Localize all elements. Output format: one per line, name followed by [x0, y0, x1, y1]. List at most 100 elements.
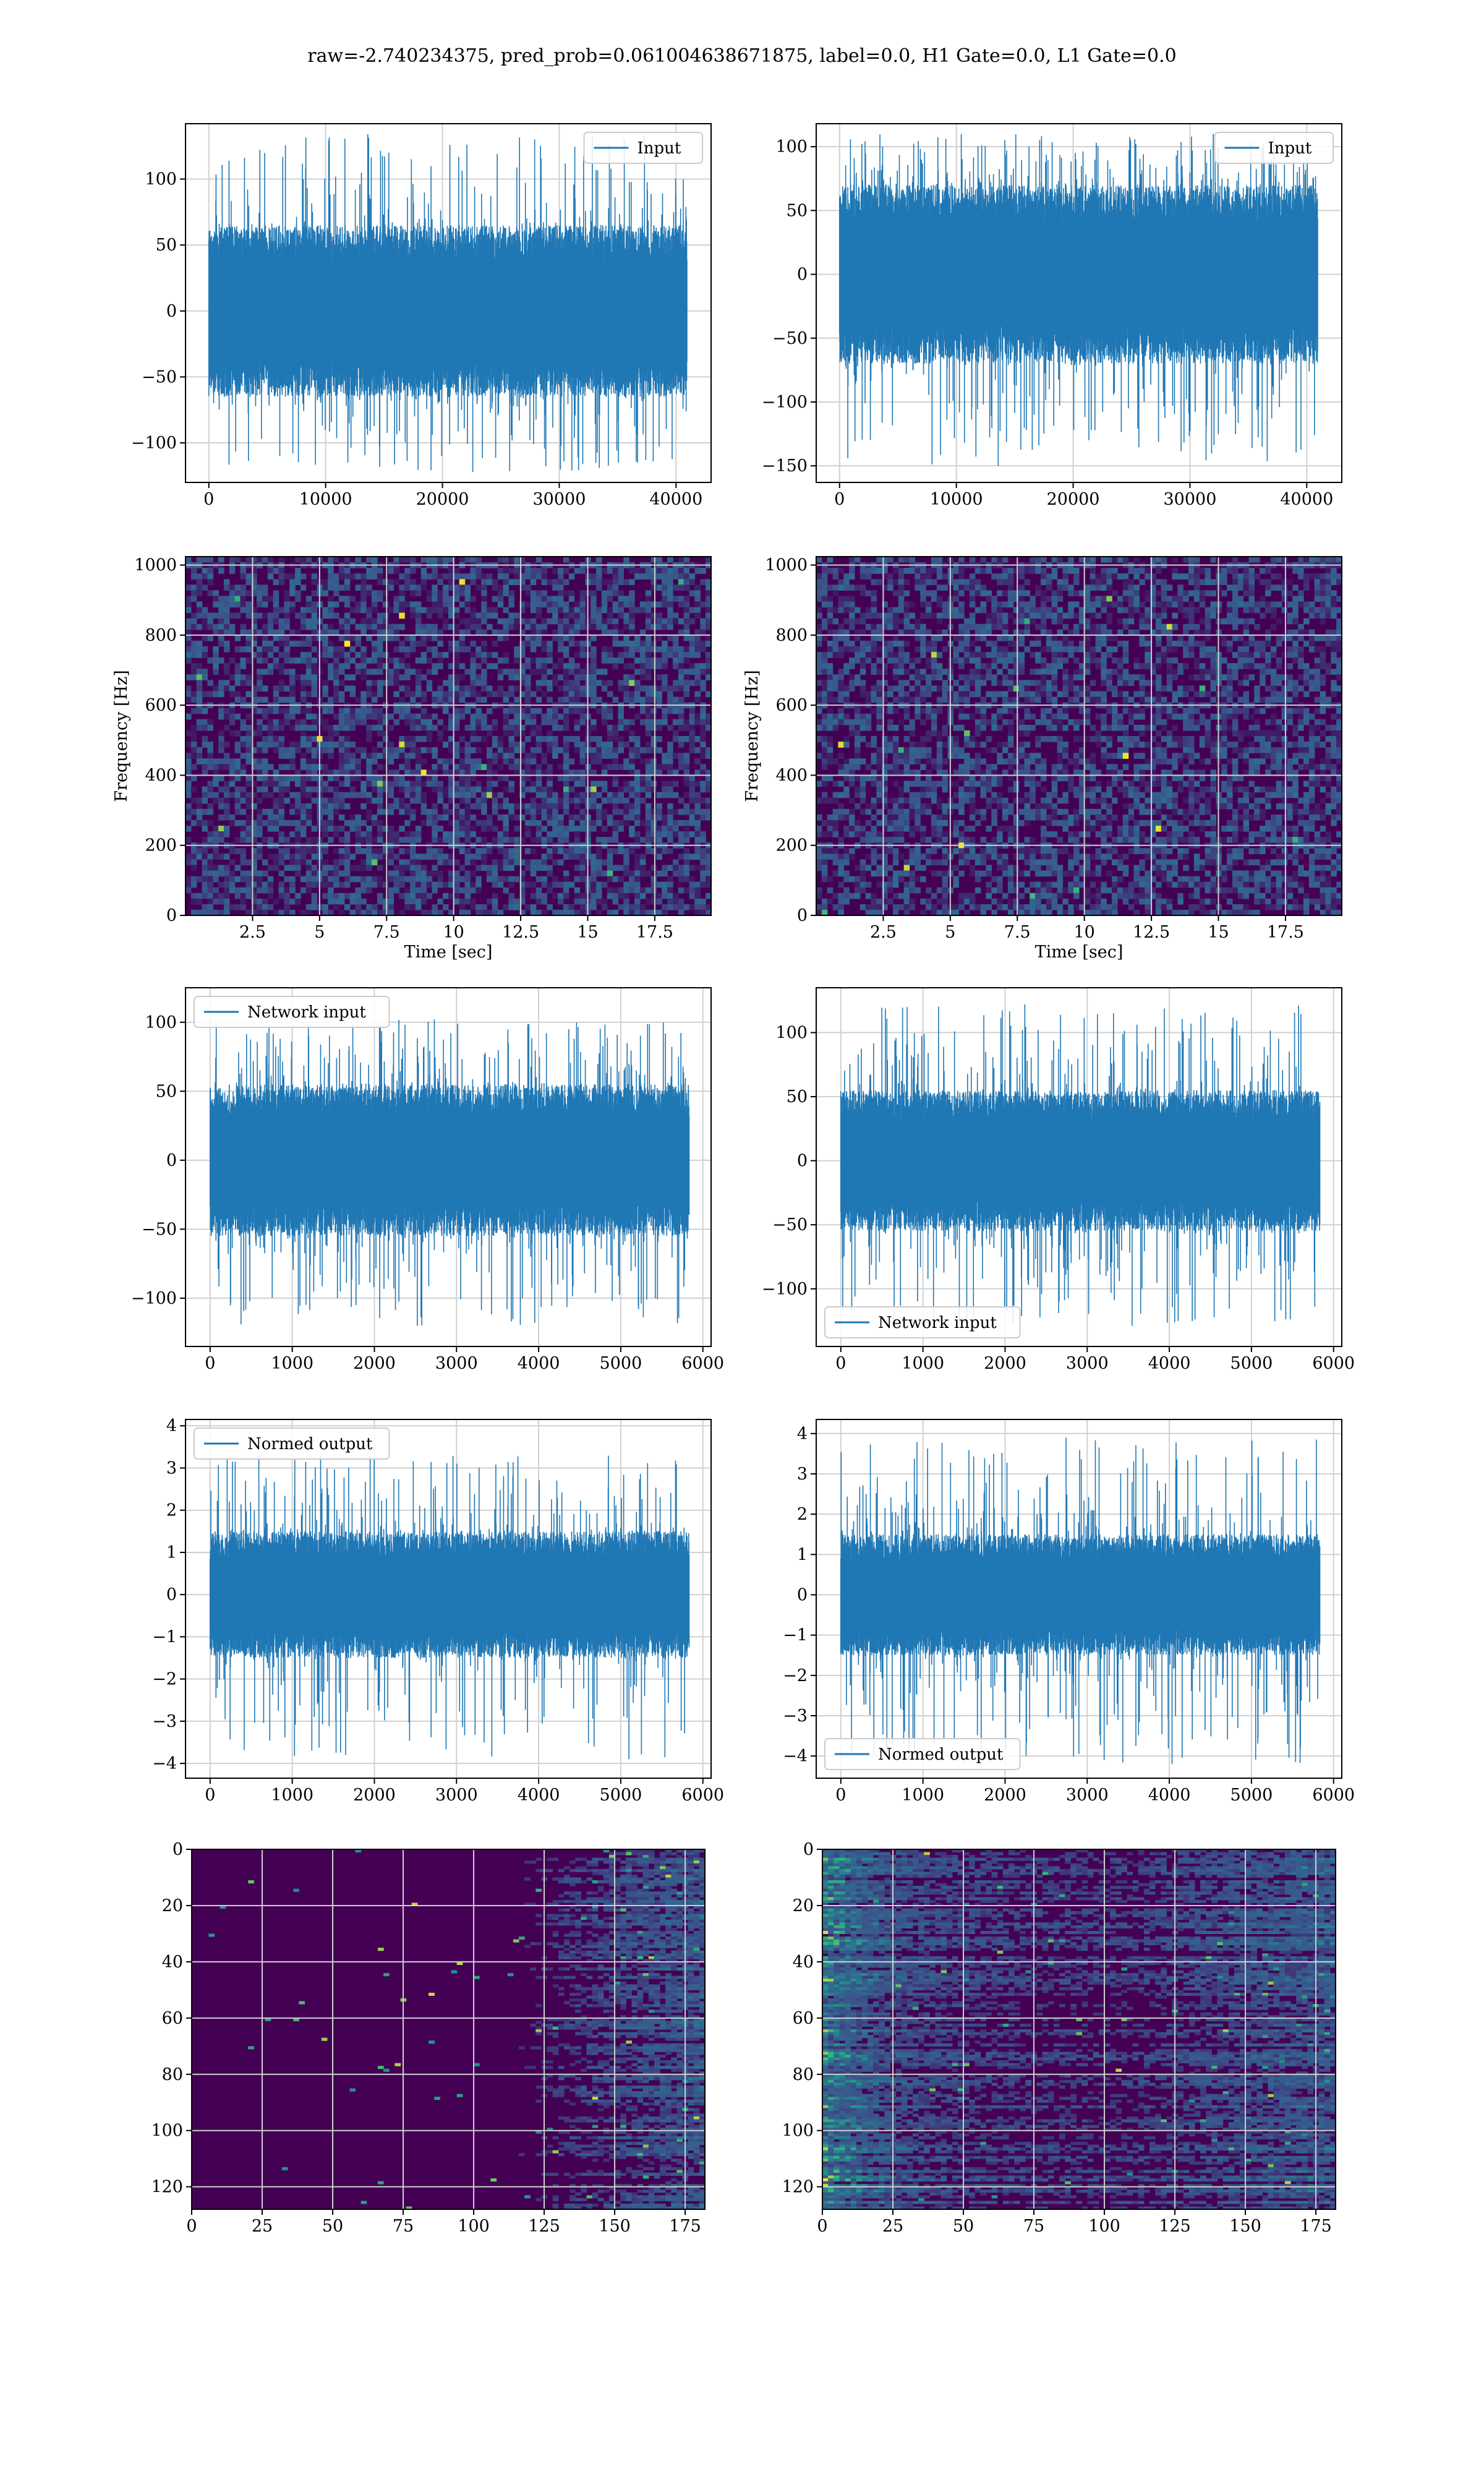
normed-l1-ytick-label: 3: [797, 1465, 808, 1484]
netin-l1-xtick-label: 2000: [984, 1354, 1026, 1373]
normed-l1-ytick-label: −3: [783, 1706, 808, 1726]
netin-l1-ytick-label: −50: [772, 1215, 808, 1235]
input-l1-xtick-label: 20000: [1047, 490, 1100, 509]
netin-h1-ytick-label: 100: [145, 1013, 177, 1032]
feat-h1-ytick-label: 80: [162, 2065, 183, 2084]
input-h1-ytick-label: 0: [166, 302, 177, 321]
feat-l1-xtick-label: 0: [817, 2217, 827, 2236]
netin-h1-xtick-label: 4000: [518, 1354, 560, 1373]
normed-l1-xtick-label: 5000: [1230, 1786, 1273, 1805]
netin-l1-xtick-label: 6000: [1312, 1354, 1355, 1373]
spec-l1-xtick-label: 5: [945, 923, 955, 942]
spec-l1-xtick-label: 10: [1073, 923, 1094, 942]
normed-l1-ytick-label: 0: [797, 1585, 808, 1604]
input-l1-ytick-label: 0: [797, 265, 808, 285]
normed-l1-xtick-label: 4000: [1148, 1786, 1191, 1805]
feat-l1-ytick-label: 40: [793, 1953, 814, 1972]
netin-l1-ytick-label: 50: [787, 1087, 808, 1106]
input-h1-xtick-label: 30000: [532, 490, 586, 509]
spec-l1-ytick-label: 400: [775, 766, 808, 785]
feat-l1-xtick-label: 125: [1159, 2217, 1191, 2236]
spec-h1-frame: [185, 556, 712, 916]
spec-h1-xlabel: Time [sec]: [404, 943, 493, 962]
input-h1-xtick-label: 10000: [299, 490, 352, 509]
spec-h1-xtick-label: 15: [577, 923, 598, 942]
spec-l1-xlabel: Time [sec]: [1035, 943, 1124, 962]
feat-h1-heatmap: [192, 1849, 705, 2209]
spec-l1-heatmap: [816, 557, 1342, 915]
feat-h1-ytick-label: 120: [151, 2178, 183, 2197]
netin-h1-series-core: [210, 1118, 689, 1202]
normed-l1-xtick-label: 6000: [1312, 1786, 1355, 1805]
input-h1-legend-label: Input: [638, 139, 681, 158]
normed-h1-xtick-label: 2000: [353, 1786, 396, 1805]
figure-title: raw=-2.740234375, pred_prob=0.0610046386…: [307, 45, 1176, 67]
netin-h1-chart: 0 1000 2000 3000 4000 5000 6000 −100 −50 0 50 100 Ne…: [131, 987, 724, 1373]
spec-l1-chart: 2.5 5 7.5 10 12.5 15 17.5 0 200 400 600 800 1000 Time…: [743, 556, 1342, 962]
normed-l1-legend: Normed output: [824, 1738, 1021, 1770]
feat-h1-ytick-label: 0: [173, 1840, 183, 1859]
spec-l1-ytick-label: 1000: [765, 556, 808, 575]
spec-l1-xtick-label: 7.5: [1004, 923, 1031, 942]
netin-l1-chart: 0 1000 2000 3000 4000 5000 6000 −100 −50 0 50 100 Ne…: [762, 987, 1355, 1373]
normed-l1-legend-label: Normed output: [878, 1745, 1004, 1764]
normed-l1-ytick-label: −4: [783, 1747, 808, 1766]
normed-h1-xtick-label: 6000: [681, 1786, 724, 1805]
spec-l1-ytick-label: 800: [775, 626, 808, 645]
feat-l1-frame: [822, 1849, 1336, 2210]
input-l1-xtick-label: 30000: [1163, 490, 1216, 509]
input-h1-xtick-label: 40000: [649, 490, 702, 509]
netin-l1-series-core: [840, 1121, 1320, 1200]
netin-h1-legend-label: Network input: [247, 1003, 366, 1022]
feat-l1-heatmap: [822, 1849, 1336, 2209]
spec-h1-ytick-label: 200: [145, 836, 177, 855]
normed-h1-series-core: [210, 1559, 689, 1630]
normed-l1-ytick-label: 2: [797, 1505, 808, 1524]
normed-h1-ytick-label: 0: [166, 1585, 177, 1604]
feat-l1-ytick-label: 60: [793, 2009, 814, 2028]
spec-h1-xtick-label: 7.5: [373, 923, 400, 942]
normed-l1-xtick-label: 1000: [902, 1786, 944, 1805]
netin-l1-xtick-label: 1000: [902, 1354, 944, 1373]
netin-l1-ytick-label: 0: [797, 1152, 808, 1171]
feat-h1-xtick-label: 125: [528, 2217, 560, 2236]
feat-l1-ytick-label: 20: [793, 1896, 814, 1915]
spec-l1-xtick-label: 17.5: [1267, 923, 1304, 942]
netin-h1-frame: [185, 987, 712, 1347]
spec-l1-xtick-label: 12.5: [1133, 923, 1170, 942]
input-h1-legend: Input: [583, 132, 703, 164]
input-l1-xtick-label: 0: [834, 490, 845, 509]
netin-h1-ytick-label: 0: [166, 1151, 177, 1170]
feat-h1-xtick-label: 100: [458, 2217, 490, 2236]
feat-h1-xtick-label: 50: [322, 2217, 343, 2236]
netin-l1-xtick-label: 5000: [1230, 1354, 1273, 1373]
feat-l1-xtick-label: 75: [1023, 2217, 1044, 2236]
spec-h1-ytick-label: 600: [145, 696, 177, 715]
normed-l1-ytick-label: −2: [783, 1666, 808, 1685]
normed-h1-xtick-label: 5000: [600, 1786, 642, 1805]
spec-l1-ytick-label: 200: [775, 836, 808, 855]
input-l1-xtick-label: 40000: [1280, 490, 1333, 509]
input-h1-ytick-label: −50: [142, 367, 177, 387]
spec-h1-ylabel: Frequency [Hz]: [112, 670, 131, 802]
netin-h1-ytick-label: −50: [142, 1220, 177, 1239]
normed-l1-ytick-label: 1: [797, 1545, 808, 1564]
normed-l1-xtick-label: 2000: [984, 1786, 1026, 1805]
feat-h1-ytick-label: 20: [162, 1896, 183, 1915]
input-l1-ytick-label: −150: [762, 456, 808, 476]
spec-h1-ytick-label: 0: [166, 906, 177, 925]
normed-h1-frame: [185, 1419, 712, 1779]
normed-h1-ytick-label: 1: [166, 1543, 177, 1562]
spec-l1-ytick-label: 0: [797, 906, 808, 925]
netin-h1-xtick-label: 2000: [353, 1354, 396, 1373]
input-l1-frame: [816, 123, 1342, 483]
feat-h1-xtick-label: 175: [669, 2217, 701, 2236]
feat-h1-frame: [191, 1849, 706, 2210]
netin-h1-xtick-label: 1000: [271, 1354, 313, 1373]
normed-l1-ytick-label: 4: [797, 1424, 808, 1444]
normed-l1-xtick-label: 3000: [1066, 1786, 1109, 1805]
normed-h1-chart: 0 1000 2000 3000 4000 5000 6000 −4 −3 −2 −1 0 1 2 3 4 No…: [152, 1416, 724, 1805]
normed-h1-ytick-label: −3: [152, 1712, 177, 1731]
spec-l1-ytick-label: 600: [775, 696, 808, 715]
spec-h1-heatmap: [186, 557, 711, 915]
